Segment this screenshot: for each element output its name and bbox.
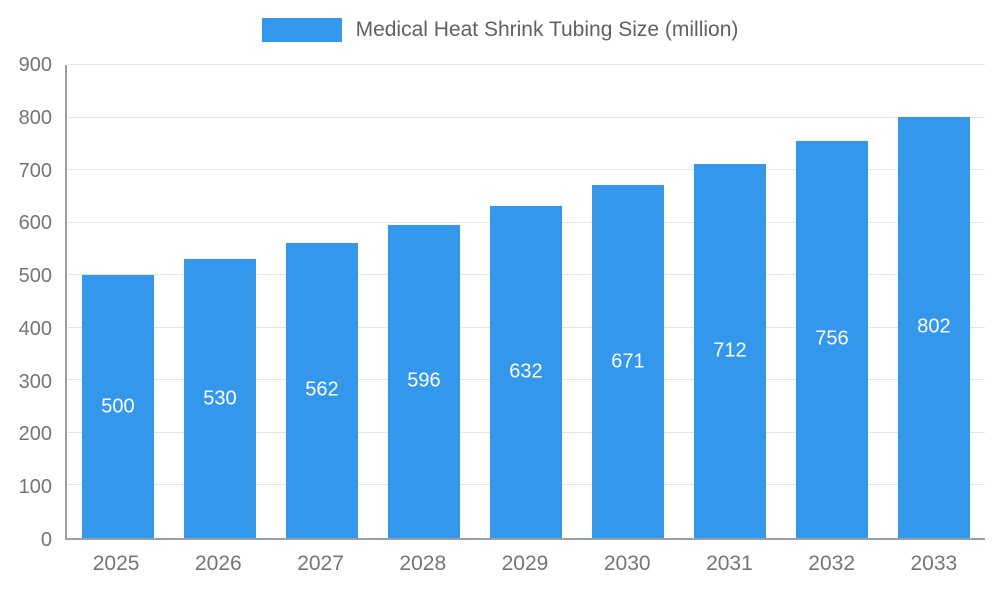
- x-tick-label: 2030: [603, 552, 651, 575]
- bar: 596: [388, 224, 460, 538]
- legend-swatch: [261, 18, 342, 42]
- bar-cell: 671: [577, 65, 679, 538]
- bar-cell: 596: [373, 65, 475, 538]
- chart-title: Medical Heat Shrink Tubing Size (million…: [355, 18, 739, 41]
- y-tick-label: 800: [18, 106, 52, 129]
- gridline: [67, 169, 985, 171]
- bars: 500 530 562 596 632 671 712 756 802: [67, 65, 985, 538]
- bar-cell: 500: [67, 65, 169, 538]
- bar: 712: [694, 163, 766, 538]
- x-tick-label: 2025: [92, 552, 140, 575]
- x-tick-label: 2026: [194, 552, 242, 575]
- y-axis-labels: 0 100 200 300 400 500 600 700 800 900: [0, 54, 52, 551]
- bar-value-label: 530: [203, 387, 237, 410]
- y-tick-label: 500: [18, 265, 52, 288]
- bar-cell: 632: [475, 65, 577, 538]
- x-tick-label: 2027: [297, 552, 344, 575]
- bar: 671: [592, 185, 664, 538]
- y-tick-label: 100: [18, 476, 52, 499]
- bar: 500: [82, 275, 154, 538]
- bar-value-label: 802: [917, 315, 951, 338]
- x-tick-label: 2029: [501, 552, 549, 575]
- y-tick-label: 900: [18, 54, 52, 76]
- bar-cell: 562: [271, 65, 373, 538]
- y-tick-label: 200: [18, 423, 52, 446]
- x-tick-label: 2033: [910, 552, 958, 575]
- bar-cell: 756: [781, 65, 883, 538]
- y-tick-label: 600: [18, 212, 52, 235]
- bar-cell: 712: [679, 65, 781, 538]
- bar: 756: [796, 140, 868, 538]
- x-tick-label: 2032: [808, 552, 855, 575]
- bar-value-label: 500: [101, 395, 135, 418]
- y-tick-label: 400: [18, 317, 52, 340]
- bar: 632: [490, 205, 562, 538]
- x-axis-labels: 2025 2026 2027 2028 2029 2030 2031 2032 2033: [65, 552, 985, 576]
- bar-value-label: 562: [305, 378, 339, 401]
- bar-value-label: 671: [611, 350, 645, 373]
- x-tick-label: 2031: [706, 552, 753, 575]
- bar-value-label: 632: [509, 360, 543, 383]
- bar-cell: 530: [169, 65, 271, 538]
- y-tick-label: 300: [18, 370, 52, 393]
- bar: 530: [184, 259, 256, 538]
- bar-value-label: 756: [815, 327, 849, 350]
- bar: 802: [898, 116, 970, 538]
- gridline: [67, 116, 985, 118]
- chart-legend: Medical Heat Shrink Tubing Size (million…: [0, 18, 1000, 42]
- bar-value-label: 596: [407, 369, 441, 392]
- bar-cell: 802: [883, 65, 985, 538]
- gridline: [67, 64, 985, 65]
- bar: 562: [286, 242, 358, 538]
- x-tick-label: 2028: [399, 552, 447, 575]
- plot-area: 500 530 562 596 632 671 712 756 802: [65, 64, 985, 540]
- y-tick-label: 0: [40, 529, 52, 551]
- y-tick-label: 700: [18, 159, 52, 182]
- bar-value-label: 712: [713, 339, 747, 362]
